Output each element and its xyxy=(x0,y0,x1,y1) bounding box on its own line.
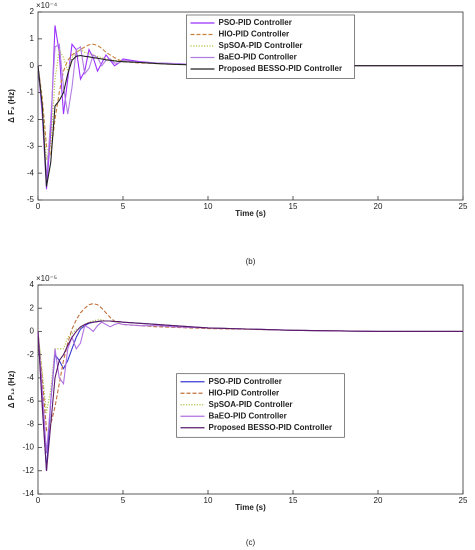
x-tick-label: 0 xyxy=(36,496,41,505)
legend-label: SpSOA-PID Controller xyxy=(209,400,293,409)
series-line xyxy=(37,303,463,432)
series-line xyxy=(37,43,463,179)
legend-label: Proposed BESSO-PID Controller xyxy=(219,64,343,73)
x-tick-label: 25 xyxy=(459,496,468,505)
legend-label: SpSOA-PID Controller xyxy=(219,41,303,50)
y-tick-label: 1 xyxy=(30,34,35,43)
y-tick-label: -8 xyxy=(27,419,35,428)
y-tick-label: -12 xyxy=(22,466,34,475)
legend: PSO-PID Controller HIO-PID Controller SpSO… xyxy=(186,14,355,79)
y-tick-label: 0 xyxy=(30,327,35,336)
y-multiplier: ×10⁻⁵ xyxy=(36,274,57,283)
legend-box xyxy=(176,373,345,438)
x-tick-label: 5 xyxy=(121,496,126,505)
legend-label: HIO-PID Controller xyxy=(219,30,290,39)
x-tick-label: 15 xyxy=(289,202,298,211)
y-tick-label: -14 xyxy=(22,489,34,498)
legend-label: BaEO-PID Controller xyxy=(209,411,287,420)
y-tick-label: -4 xyxy=(27,168,35,177)
y-tick-label: 2 xyxy=(30,7,35,16)
y-tick-label: -1 xyxy=(27,88,35,97)
x-tick-label: 20 xyxy=(374,496,383,505)
x-tick-label: 20 xyxy=(374,202,383,211)
x-tick-label: 10 xyxy=(204,202,213,211)
legend: PSO-PID Controller HIO-PID Controller SpSO… xyxy=(176,373,345,438)
y-tick-label: 2 xyxy=(30,303,35,312)
legend-label: PSO-PID Controller xyxy=(219,18,292,27)
y-tick-label: -2 xyxy=(27,115,35,124)
x-tick-label: 15 xyxy=(289,496,298,505)
caption: (b) xyxy=(246,257,256,266)
x-axis-label: Time (s) xyxy=(235,209,266,218)
y-tick-label: -3 xyxy=(27,141,35,150)
series-line xyxy=(37,47,463,160)
y-tick-label: -2 xyxy=(27,350,35,359)
y-tick-label: -4 xyxy=(27,373,35,382)
series-line xyxy=(37,54,463,187)
chart-panel: 0 5 10 15 20 25420-2-4-6-8-10-12-14×10⁻⁵Time … xyxy=(7,274,468,547)
x-tick-label: 5 xyxy=(121,202,126,211)
y-axis-label: Δ F₂ (Hz) xyxy=(7,89,16,123)
legend-label: PSO-PID Controller xyxy=(209,377,282,386)
y-multiplier: ×10⁻⁴ xyxy=(36,1,58,10)
x-tick-label: 10 xyxy=(204,496,213,505)
legend-label: Proposed BESSO-PID Controller xyxy=(209,423,333,432)
x-axis-label: Time (s) xyxy=(235,503,266,512)
caption: (c) xyxy=(246,538,256,547)
legend-box xyxy=(186,14,355,79)
y-tick-label: -6 xyxy=(27,396,35,405)
legend-label: HIO-PID Controller xyxy=(209,388,280,397)
y-axis-label: Δ P₁₂ (Hz) xyxy=(7,370,16,408)
series-line xyxy=(37,321,463,454)
y-tick-label: -5 xyxy=(27,195,35,204)
series-line xyxy=(37,320,463,471)
y-tick-label: -10 xyxy=(22,443,34,452)
y-tick-label: 0 xyxy=(30,61,35,70)
x-tick-label: 25 xyxy=(459,202,468,211)
y-tick-label: 4 xyxy=(30,280,35,289)
legend-label: BaEO-PID Controller xyxy=(219,53,297,62)
x-tick-label: 0 xyxy=(36,202,41,211)
